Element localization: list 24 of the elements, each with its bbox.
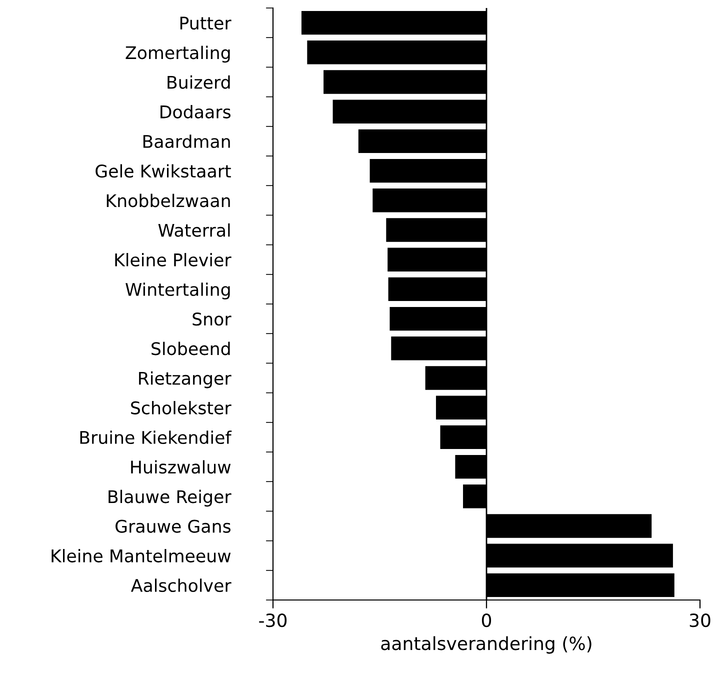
y-tick-label: Wintertaling [126, 282, 230, 300]
y-tick-label: Kleine Plevier [115, 253, 232, 266]
y-tick-label: Rietzanger [139, 371, 232, 388]
y-tick-label: Buizerd [168, 75, 230, 89]
y-tick-label: Aalscholver [130, 578, 232, 592]
y-tick-label: Slobeend [152, 342, 230, 356]
y-tick-label: Grauwe Gans [116, 520, 230, 533]
y-tick-label: Bruine Kiekendief [80, 430, 232, 444]
y-tick-label: Blauwe Reiger [108, 490, 232, 507]
y-tick-label: Putter [180, 16, 232, 30]
y-tick-label: Huiszwaluw [131, 460, 231, 474]
y-tick-label: Kleine Mantelmeeuw [52, 549, 231, 562]
y-tick-label: Dodaars [160, 105, 230, 118]
y-tick-label: Gele Kwikstaart [96, 164, 231, 178]
y-tick-label: Scholekster [131, 401, 232, 414]
y-tick-label: Knobbelzwaan [106, 194, 230, 208]
x-tick-label: 30 [690, 614, 710, 628]
y-tick-label: Baardman [143, 134, 230, 148]
x-tick-label: -30 [259, 614, 287, 628]
x-tick-label: 0 [482, 614, 492, 628]
y-tick-label: Waterral [158, 223, 230, 237]
y-tick-label: Snor [192, 312, 232, 326]
y-tick-label: Zomertaling [126, 46, 230, 63]
x-axis-title: aantalsverandering (%) [381, 636, 592, 654]
